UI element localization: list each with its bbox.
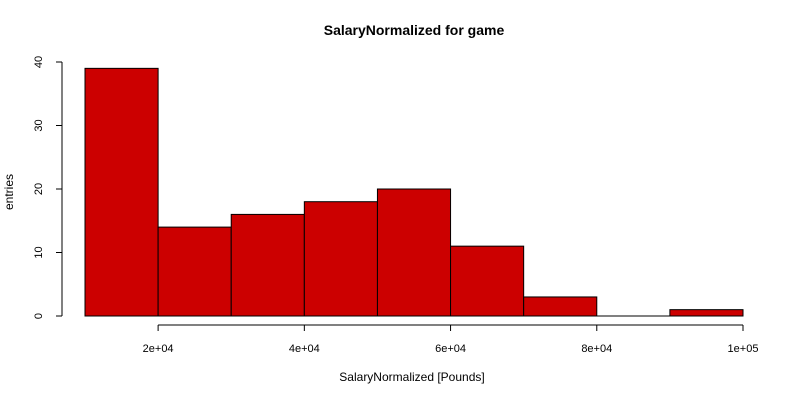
x-tick-label-2: 6e+04 (435, 343, 466, 355)
x-tick-label-0: 2e+04 (143, 343, 174, 355)
histogram-bar-5 (450, 245, 525, 317)
histogram-bar-0 (84, 67, 159, 317)
chart-title: SalaryNormalized for game (324, 22, 505, 38)
y-tick-label-0: 0 (33, 313, 45, 319)
histogram-bar-4 (376, 188, 452, 317)
histogram-bar-8 (669, 309, 744, 317)
y-tick-label-4: 40 (33, 56, 45, 68)
y-axis-label: entries (2, 174, 16, 210)
y-axis: 0 10 20 30 40 (33, 56, 63, 319)
x-axis: 2e+04 4e+04 6e+04 8e+04 1e+05 (143, 324, 759, 355)
bars-group (84, 67, 744, 317)
histogram-bar-2 (230, 213, 305, 317)
x-tick-label-3: 8e+04 (581, 343, 612, 355)
x-tick-label-1: 4e+04 (289, 343, 320, 355)
x-axis-label: SalaryNormalized [Pounds] (339, 370, 484, 384)
histogram-bar-3 (303, 201, 378, 317)
histogram-bar-6 (523, 296, 598, 317)
y-tick-label-1: 10 (33, 246, 45, 258)
y-tick-label-3: 30 (33, 119, 45, 131)
y-tick-label-2: 20 (33, 183, 45, 195)
x-tick-label-4: 1e+05 (728, 343, 759, 355)
histogram-bar-1 (157, 226, 232, 317)
